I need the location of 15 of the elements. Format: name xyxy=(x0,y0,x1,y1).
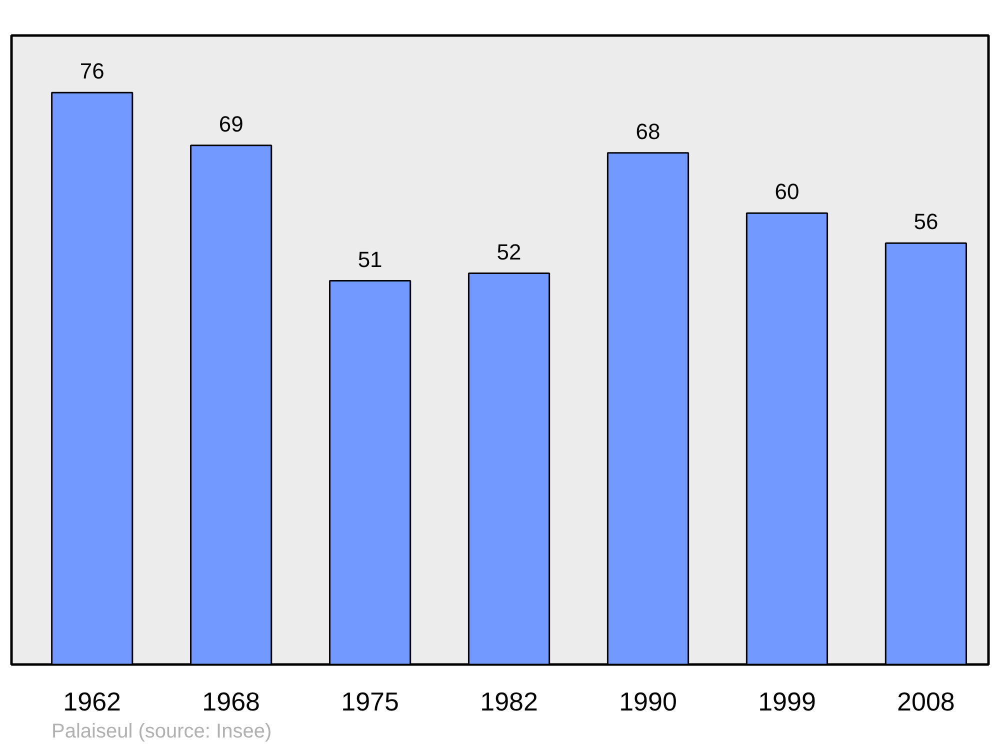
x-tick-label: 1990 xyxy=(619,686,677,716)
x-tick-label: 2008 xyxy=(897,686,955,716)
data-label: 52 xyxy=(496,239,522,264)
data-label: 56 xyxy=(914,209,938,234)
data-label: 51 xyxy=(358,246,382,272)
data-label: 60 xyxy=(774,179,800,204)
x-tick-label: 1968 xyxy=(202,686,260,716)
data-label: 68 xyxy=(636,118,660,144)
x-tick-label: 1982 xyxy=(480,686,538,716)
x-tick-label: 1975 xyxy=(341,686,399,716)
text: Palaiseul (source: Insee) xyxy=(52,720,272,742)
data-label: 76 xyxy=(80,58,104,84)
x-tick-label: 1999 xyxy=(758,686,816,716)
data-label: 69 xyxy=(218,111,244,136)
x-tick-label: 1962 xyxy=(63,686,122,716)
